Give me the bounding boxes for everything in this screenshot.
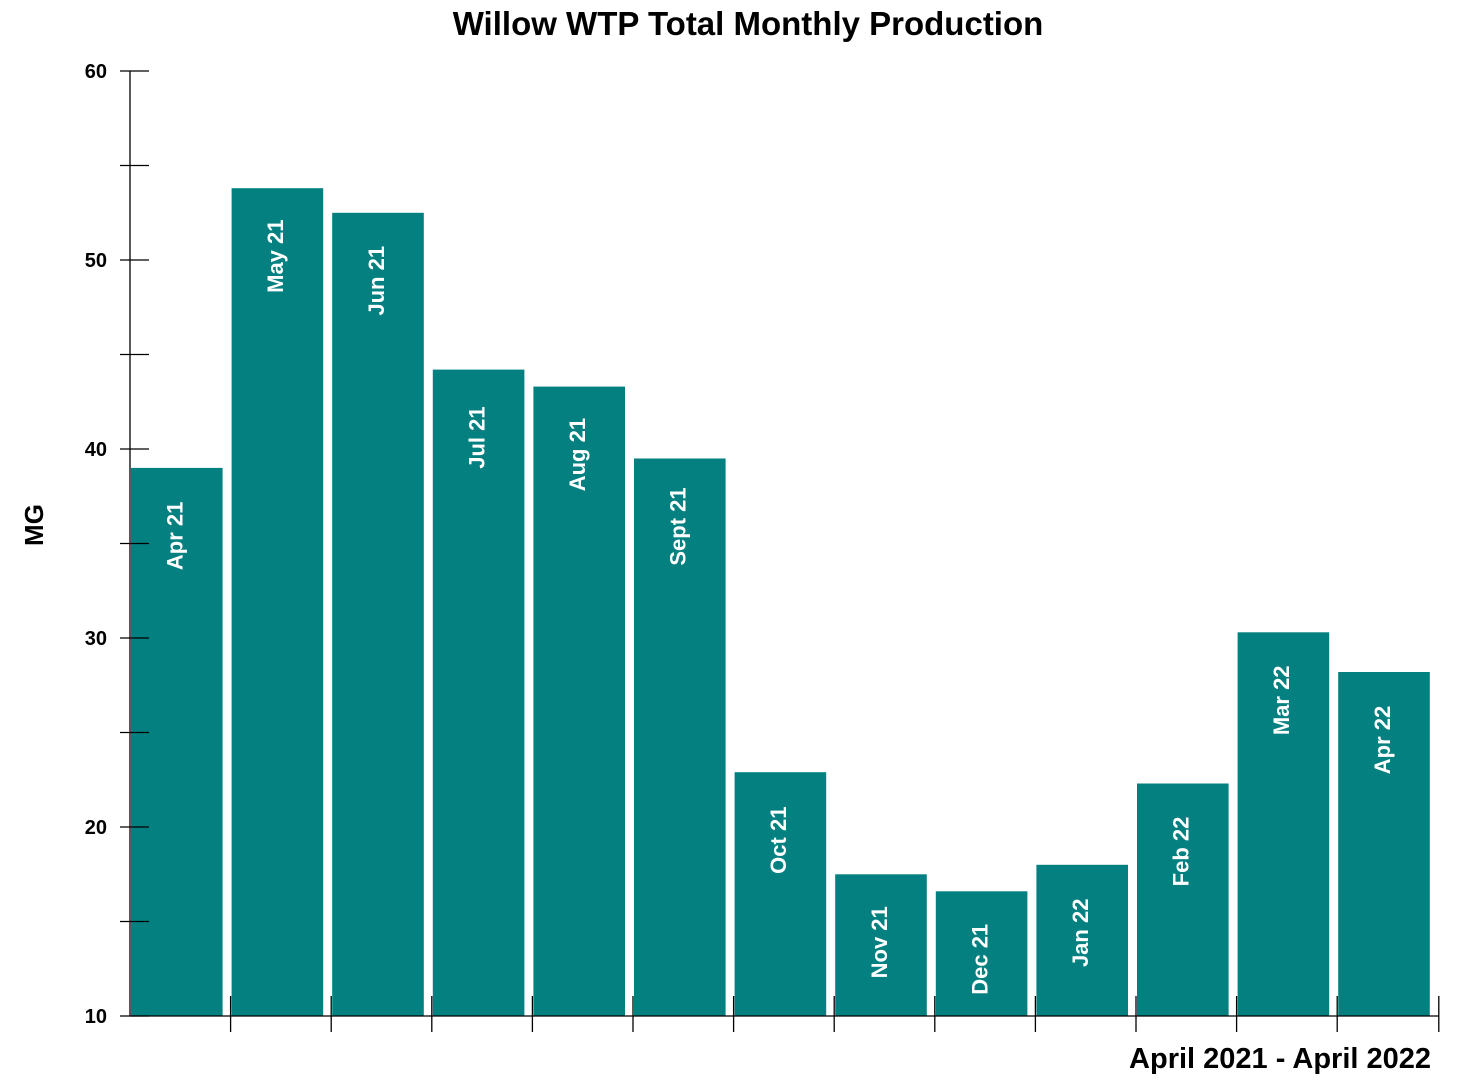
x-axis-label: April 2021 - April 2022	[1129, 1043, 1431, 1075]
bars: Apr 21 May 21 Jun 21 Jul 21 Aug 21 Sept 21 Oct…	[131, 188, 1430, 1017]
bar	[734, 772, 827, 1016]
bar	[1338, 672, 1430, 1016]
bar-label: Feb 22	[1169, 817, 1194, 887]
bar-label: Apr 21	[163, 502, 188, 570]
bar	[634, 458, 726, 1016]
y-tick-label: 50	[85, 250, 107, 272]
bar-label: May 21	[263, 220, 288, 293]
bar	[332, 212, 424, 1017]
y-tick-label: 20	[85, 817, 107, 839]
bar	[432, 369, 525, 1017]
bar	[231, 188, 324, 1016]
chart-title: Willow WTP Total Monthly Production	[453, 5, 1044, 42]
y-axis-label: MG	[19, 504, 49, 546]
bar-label: Aug 21	[565, 418, 590, 491]
y-tick-label: 10	[85, 1006, 107, 1028]
bar-label: Jan 22	[1068, 899, 1093, 968]
y-tick-label: 60	[85, 61, 107, 83]
bar-label: Jul 21	[464, 406, 489, 468]
bar	[533, 386, 625, 1017]
bar-label: Apr 22	[1370, 706, 1395, 774]
bar	[1137, 783, 1229, 1016]
bar	[935, 891, 1028, 1016]
bar	[1036, 864, 1128, 1016]
bar	[835, 874, 927, 1017]
y-tick-label: 30	[85, 628, 107, 650]
bar-label: Oct 21	[766, 807, 791, 874]
bar-label: Dec 21	[967, 924, 992, 995]
bar	[1237, 632, 1330, 1016]
bar-label: Mar 22	[1269, 665, 1294, 735]
bar-label: Jun 21	[364, 246, 389, 316]
y-tick-label: 40	[85, 439, 107, 461]
bar-label: Nov 21	[867, 906, 892, 978]
axes: 10 20 30 40 50 60	[85, 61, 1440, 1032]
bar	[131, 467, 223, 1016]
bar-label: Sept 21	[666, 487, 691, 565]
